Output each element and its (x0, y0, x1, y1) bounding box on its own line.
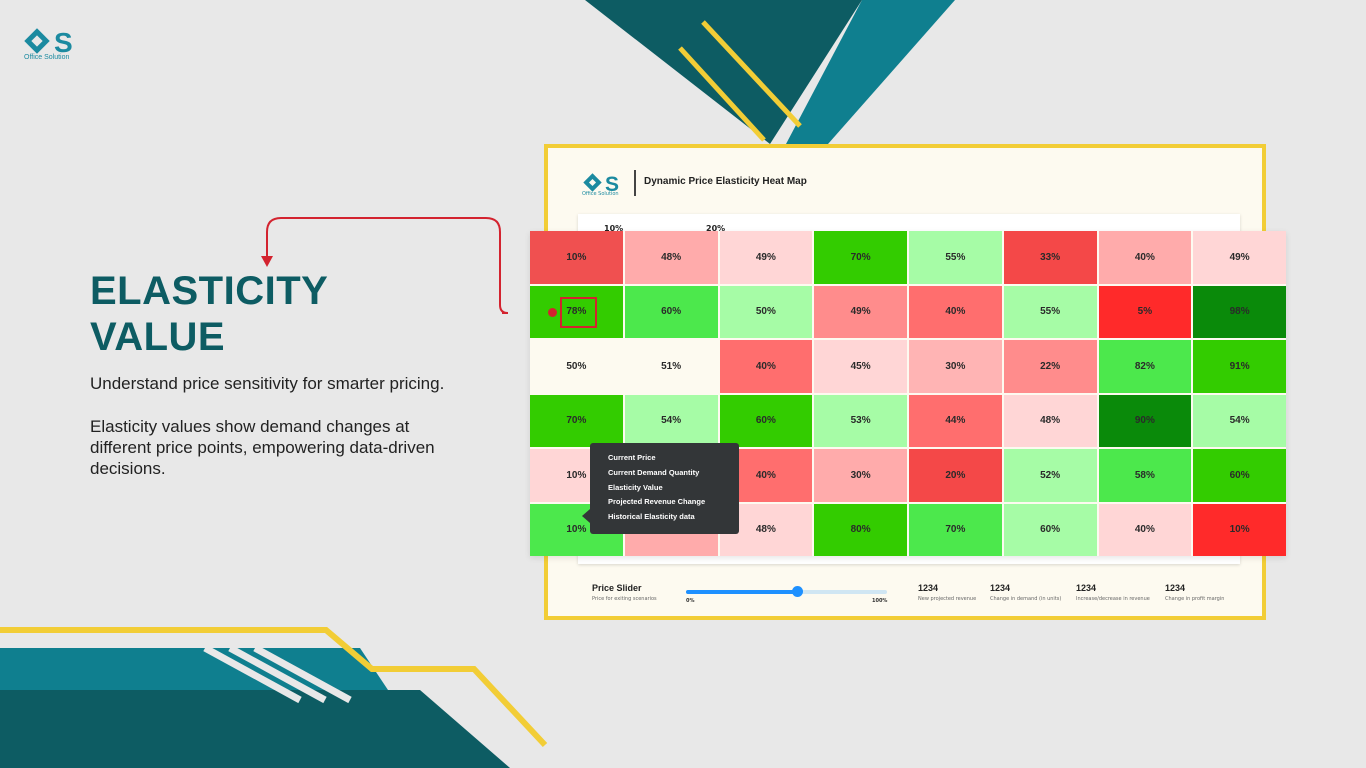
peek-value-1: 10% (604, 224, 624, 233)
heatmap-cell[interactable]: 50% (530, 340, 623, 393)
heatmap-cell[interactable]: 70% (909, 503, 1002, 556)
heatmap-cell[interactable]: 40% (909, 285, 1002, 338)
description-p1: Understand price sensitivity for smarter… (90, 374, 445, 393)
price-slider-track[interactable] (686, 586, 887, 597)
callout-connector (261, 217, 509, 314)
top-teal-triangle-light (786, 0, 955, 144)
stat-label: Change in demand (in units) (990, 596, 1062, 602)
heatmap-cell[interactable]: 54% (624, 394, 718, 447)
card-title: Dynamic Price Elasticity Heat Map (644, 176, 807, 187)
heatmap-cell[interactable]: 91% (1193, 340, 1286, 393)
heatmap-cell[interactable]: 40% (1098, 231, 1192, 284)
heatmap-cell[interactable]: 48% (1003, 394, 1097, 447)
heatmap-cell[interactable]: 20% (909, 449, 1002, 502)
price-slider-max: 100% (872, 598, 888, 604)
heatmap-cell[interactable]: 45% (814, 340, 907, 393)
peek-value-2: 20% (706, 224, 726, 233)
top-teal-triangle-dark (585, 0, 862, 144)
heatmap-cell[interactable]: 30% (909, 340, 1002, 393)
heatmap-cell[interactable]: 49% (814, 285, 907, 338)
heatmap-cell[interactable]: 44% (909, 394, 1002, 447)
stat-label: Change in profit margin (1165, 596, 1225, 602)
heatmap-cell[interactable]: 48% (624, 231, 718, 284)
heatmap-cell[interactable]: 5% (1098, 285, 1192, 338)
tooltip-item-elasticity-value: Elasticity Value (608, 482, 663, 492)
heatmap-cell[interactable]: 10% (530, 231, 623, 284)
card-logo-icon: S (583, 173, 619, 196)
heatmap-cell[interactable]: 40% (1098, 503, 1192, 556)
stat-value: 1234 (1076, 583, 1097, 593)
heatmap-cell[interactable]: 58% (1098, 449, 1192, 502)
heatmap-cell[interactable]: 60% (1193, 449, 1286, 502)
price-slider-title: Price Slider (592, 583, 642, 593)
tooltip-item-demand-quantity: Current Demand Quantity (608, 467, 700, 477)
heatmap-cell[interactable]: 54% (1193, 394, 1286, 447)
heatmap-cell[interactable]: 55% (1003, 285, 1097, 338)
heatmap-cell[interactable]: 30% (814, 449, 907, 502)
tooltip-item-current-price: Current Price (608, 453, 656, 462)
heatmap-cell[interactable]: 60% (719, 394, 813, 447)
heatmap-cell[interactable]: 60% (1003, 503, 1097, 556)
heatmap-cell[interactable]: 80% (814, 503, 907, 556)
heading-line-1: ELASTICITY (90, 269, 329, 313)
bottom-white-stripe-3 (253, 644, 352, 704)
stat-value: 1234 (990, 583, 1011, 593)
stat-value: 1234 (1165, 583, 1186, 593)
heatmap-cell[interactable]: 78% (530, 285, 623, 338)
stat-label: Increase/decrease in revenue (1076, 596, 1150, 602)
callout-dot (548, 308, 557, 317)
heatmap-cell[interactable]: 70% (530, 394, 623, 447)
heatmap-cell[interactable]: 90% (1098, 394, 1192, 447)
bottom-teal-dark (0, 690, 510, 768)
heatmap-cell[interactable]: 50% (719, 285, 813, 338)
card-brand-name: Office Solution (582, 191, 619, 197)
top-yellow-stripe-1 (701, 20, 802, 128)
bottom-yellow-line (0, 627, 548, 748)
page-heading: ELASTICITY VALUE (90, 268, 328, 360)
heatmap-cell[interactable]: 52% (1003, 449, 1097, 502)
description-p2: Elasticity values show demand changes at… (90, 417, 435, 478)
description: Understand price sensitivity for smarter… (90, 373, 450, 501)
heading-line-2: VALUE (90, 315, 226, 359)
bottom-white-stripe-1 (203, 644, 302, 704)
heatmap-cell[interactable]: 55% (909, 231, 1002, 284)
svg-text:S: S (54, 27, 73, 58)
price-slider-subtitle: Price for exiting scenarios (592, 596, 657, 602)
svg-text:S: S (605, 173, 619, 196)
heatmap-cell[interactable]: 70% (814, 231, 907, 284)
stat-profit-margin-change: 1234 Change in profit margin (1165, 583, 1224, 602)
heatmap-cell[interactable]: 53% (814, 394, 907, 447)
heatmap-cell[interactable]: 22% (1003, 340, 1097, 393)
stat-revenue-change: 1234 Increase/decrease in revenue (1076, 583, 1150, 602)
cell-tooltip: Current Price Current Demand Quantity El… (582, 443, 739, 534)
heatmap-cell[interactable]: 60% (624, 285, 718, 338)
heatmap-cell[interactable]: 10% (1193, 503, 1286, 556)
bottom-white-stripe-2 (228, 644, 327, 704)
heatmap-cell[interactable]: 40% (719, 340, 813, 393)
stat-label: New projected revenue (918, 596, 977, 602)
heatmap-cell[interactable]: 51% (624, 340, 718, 393)
heatmap-cell[interactable]: 49% (1193, 231, 1286, 284)
tooltip-item-revenue-change: Projected Revenue Change (608, 497, 706, 507)
brand-name: Office Solution (24, 54, 70, 61)
stat-new-projected-revenue: 1234 New projected revenue (918, 583, 976, 602)
stat-value: 1234 (918, 583, 939, 593)
top-yellow-stripe-2 (678, 46, 766, 142)
heatmap-cell[interactable]: 33% (1003, 231, 1097, 284)
heatmap-cell[interactable]: 82% (1098, 340, 1192, 393)
price-slider-fill (686, 590, 797, 594)
heatmap-cell[interactable]: 98% (1193, 285, 1286, 338)
heatmap-cell[interactable]: 49% (719, 231, 813, 284)
tooltip-item-historical-data: Historical Elasticity data (608, 512, 695, 522)
price-slider-min: 0% (686, 598, 695, 604)
stat-change-in-demand: 1234 Change in demand (in units) (990, 583, 1061, 602)
office-solution-logo-icon: S (24, 27, 73, 58)
card-title-divider (634, 170, 636, 196)
price-slider-thumb[interactable] (791, 586, 803, 597)
